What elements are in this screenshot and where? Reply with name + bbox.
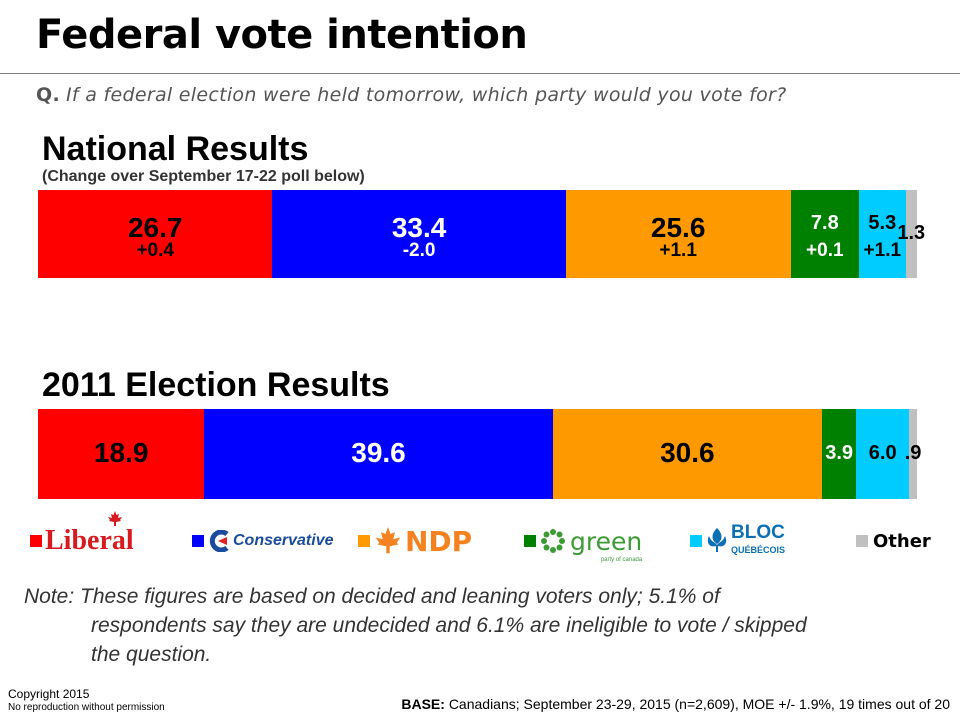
change-label: +1.1	[863, 240, 902, 261]
bar-segment-liberal	[38, 409, 205, 499]
copyright-text: Copyright 2015	[8, 687, 90, 701]
legend-swatch	[690, 535, 702, 547]
question-text: If a federal election were held tomorrow…	[65, 84, 787, 106]
bar-segment-bloc-qu-b-cois	[856, 409, 910, 499]
change-label: +0.4	[136, 240, 174, 261]
slide-title: Federal vote intention	[36, 12, 528, 58]
national-results-bar: 26.7 +0.4 33.4 -2.0 25.6 +1.1 7.8 +0.1 5.3 +1.1 1.…	[38, 190, 925, 278]
conservative-c-icon	[209, 530, 229, 552]
green-wordmark: green party of canada	[570, 526, 643, 563]
value-label: 3.9	[825, 442, 854, 464]
bar-segment-conservative	[204, 409, 553, 499]
bar-segment-green	[821, 409, 857, 499]
copyright-notice: Copyright 2015 No reproduction without p…	[8, 688, 165, 714]
note-line-1: Note: These figures are based on decided…	[24, 585, 720, 608]
election-results-title: 2011 Election Results	[42, 366, 390, 404]
note-line-3: the question.	[91, 643, 212, 666]
election-results-bar: 18.9 39.6 30.6 3.9 6.0 .9	[38, 409, 921, 499]
legend-sublabel-green: party of canada	[600, 556, 643, 563]
value-label: 6.0	[868, 442, 897, 464]
bar-segment-green	[790, 190, 860, 278]
national-results-title: National Results	[42, 130, 309, 168]
legend-ndp: NDP	[358, 516, 472, 566]
bar-segment-other	[909, 409, 917, 499]
bar-segment-ndp	[552, 409, 822, 499]
value-label: 18.9	[93, 437, 149, 468]
maple-leaf-icon	[375, 527, 401, 554]
footnote: Note: These figures are based on decided…	[24, 582, 924, 669]
value-label: 33.4	[391, 212, 447, 243]
change-label: +1.1	[659, 240, 697, 261]
bar-segment-bloc-qu-b-cois	[859, 190, 906, 278]
copyright-subtext: No reproduction without permission	[8, 702, 165, 713]
value-label: .9	[904, 442, 922, 464]
legend-conservative: Conservative	[192, 516, 334, 566]
legend-other: Other	[856, 516, 931, 566]
bar-segment-conservative	[272, 190, 566, 278]
legend-label-conservative: Conservative	[233, 532, 334, 549]
value-label: 1.3	[897, 222, 926, 244]
legend-label-bloc: BLOC	[731, 521, 785, 543]
national-results-subtitle: (Change over September 17-22 poll below)	[42, 168, 365, 185]
legend-swatch	[524, 535, 536, 547]
value-label: 5.3	[868, 212, 897, 234]
maple-leaf-icon	[108, 511, 122, 526]
legend-label-green: green	[570, 526, 643, 556]
legend-liberal: Liberal	[30, 511, 134, 566]
legend-swatch	[30, 535, 42, 547]
title-divider	[0, 73, 960, 74]
value-label: 7.8	[810, 212, 839, 234]
legend-green: green party of canada	[524, 516, 642, 566]
legend-bloc: BLOC QUÉBÉCOIS	[690, 516, 785, 566]
party-legend: Liberal Conservative NDP green	[0, 511, 960, 566]
bar-segment-liberal	[38, 190, 273, 278]
flower-icon	[541, 529, 565, 553]
question-label: Q.	[36, 84, 60, 106]
legend-sublabel-bloc: QUÉBÉCOIS	[731, 544, 786, 555]
value-label: 25.6	[650, 212, 706, 243]
fleur-de-lis-icon	[707, 528, 727, 552]
base-text: Canadians; September 23-29, 2015 (n=2,60…	[448, 696, 950, 712]
legend-label-liberal: Liberal	[45, 525, 134, 556]
change-label: -2.0	[402, 240, 436, 261]
survey-question: Q. If a federal election were held tomorr…	[36, 84, 787, 106]
legend-label-ndp: NDP	[405, 524, 473, 558]
legend-swatch	[192, 535, 204, 547]
liberal-logo: Liberal	[45, 511, 134, 557]
base-note: BASE: Canadians; September 23-29, 2015 (…	[401, 696, 950, 712]
legend-swatch	[856, 535, 868, 547]
bar-segment-other	[905, 190, 917, 278]
value-label: 30.6	[660, 437, 715, 468]
value-label: 26.7	[127, 212, 183, 243]
legend-swatch	[358, 535, 370, 547]
value-label: 39.6	[351, 437, 406, 468]
legend-label-other: Other	[873, 530, 931, 552]
base-label: BASE:	[401, 696, 445, 712]
change-label: +0.1	[806, 240, 844, 261]
bloc-wordmark: BLOC QUÉBÉCOIS	[731, 521, 786, 557]
note-line-2: respondents say they are undecided and 6…	[91, 614, 807, 637]
bar-segment-ndp	[565, 190, 791, 278]
